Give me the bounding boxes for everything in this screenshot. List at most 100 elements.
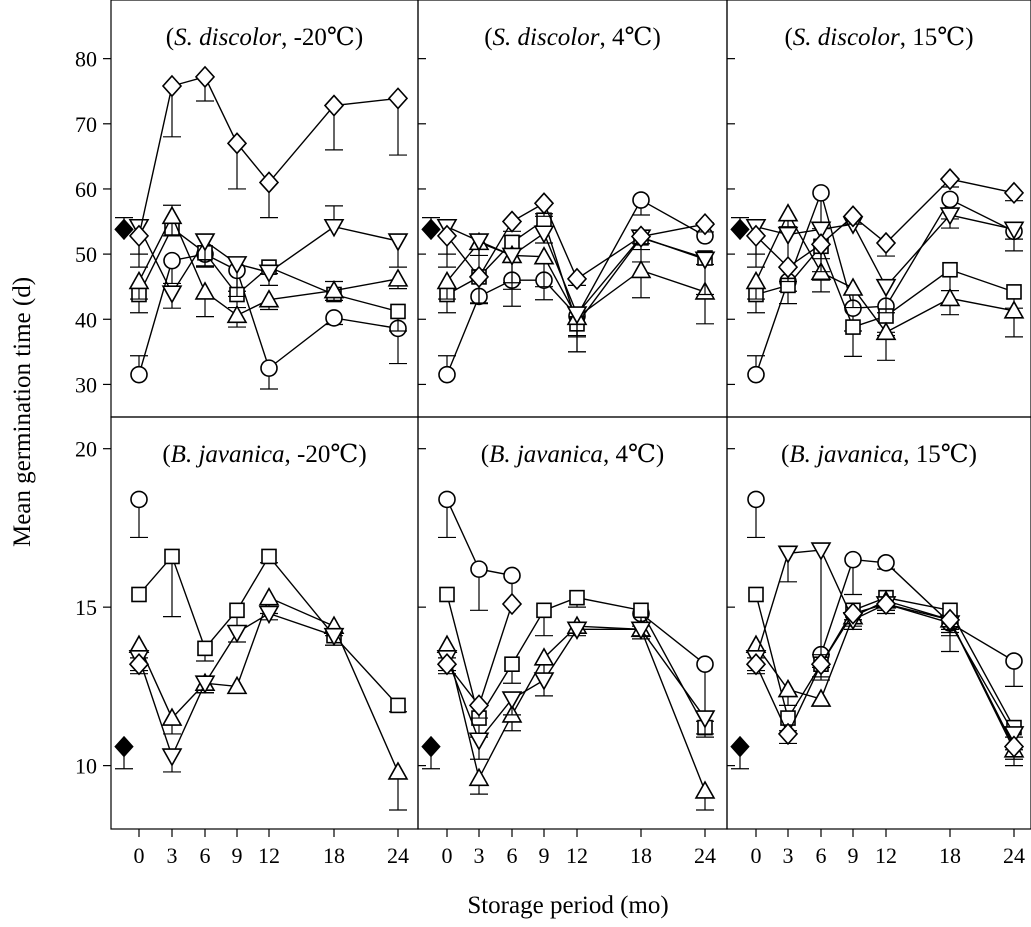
marker-triangle-up: [161, 707, 183, 726]
marker-diamond: [468, 265, 490, 289]
initial-marker: [114, 735, 134, 758]
x-tick-label: 12: [566, 843, 588, 868]
x-tick-label: 3: [783, 843, 794, 868]
marker-diamond: [1003, 181, 1025, 205]
panel-title: (B. javanica, -20℃): [162, 441, 366, 468]
panel-0-1: (S. discolor, 4℃): [417, 0, 728, 418]
marker-triangle-up: [630, 259, 652, 279]
marker-circle: [632, 191, 650, 209]
x-tick-label: 9: [539, 843, 550, 868]
marker-circle: [438, 490, 456, 509]
series-line: [755, 178, 1015, 269]
marker-diamond: [777, 255, 799, 279]
series-triangle-up: [128, 205, 409, 328]
marker-diamond: [436, 653, 458, 676]
marker-diamond: [745, 224, 767, 248]
panel-title: (S. discolor, -20℃): [166, 24, 363, 51]
panel-title-paren: (: [781, 441, 789, 468]
marker-diamond: [745, 653, 767, 676]
marker-triangle-down: [468, 233, 490, 252]
marker-diamond: [842, 205, 864, 228]
x-tick-label: 3: [167, 843, 178, 868]
marker-diamond: [533, 192, 555, 215]
marker-diamond: [436, 224, 458, 248]
series-circle: [438, 490, 714, 722]
marker-triangle-down: [258, 605, 280, 625]
marker-triangle-down: [694, 710, 716, 729]
marker-square: [748, 586, 764, 603]
marker-circle: [941, 190, 959, 209]
marker-triangle-down: [323, 218, 345, 238]
series-line: [755, 600, 1015, 751]
marker-circle: [260, 359, 278, 377]
panel-title-paren: (: [484, 24, 492, 51]
panel-title: (B. javanica, 15℃): [781, 441, 977, 468]
marker-circle: [438, 365, 456, 384]
marker-square: [197, 640, 213, 657]
panel-title: (S. discolor, 4℃): [484, 24, 661, 51]
marker-triangle-down: [226, 256, 248, 275]
marker-square: [390, 303, 406, 320]
panel-title-paren: (: [481, 441, 489, 468]
marker-triangle-down: [694, 251, 716, 270]
marker-square: [536, 602, 552, 619]
marker-triangle-up: [436, 634, 458, 653]
panel-0-2: (S. discolor, 15℃): [726, 0, 1031, 418]
series-diamond: [128, 65, 409, 268]
marker-circle: [325, 309, 343, 327]
y-tick-label: 70: [75, 112, 97, 137]
marker-triangle-down: [533, 672, 555, 691]
marker-diamond: [258, 171, 280, 194]
marker-diamond: [501, 592, 523, 616]
marker-diamond: [875, 592, 897, 616]
x-tick-label: 18: [323, 843, 345, 868]
y-tick-label: 50: [75, 242, 97, 267]
panel-title-temp: , -20℃): [281, 24, 363, 51]
x-tick-label: 9: [848, 843, 859, 868]
initial-marker: [730, 735, 750, 758]
marker-circle: [812, 184, 830, 202]
x-tick-label: 0: [134, 843, 145, 868]
marker-square: [131, 586, 147, 603]
marker-circle: [130, 490, 148, 509]
y-axis-title: Mean germination time (d): [9, 277, 36, 547]
marker-triangle-up: [226, 675, 248, 695]
marker-triangle-down: [194, 233, 216, 252]
x-tick-label: 6: [200, 843, 211, 868]
panel-frame: [726, 416, 1031, 830]
x-tick-label: 0: [442, 843, 453, 868]
panel-1-2: (B. javanica, 15℃) 0 3 6 9 12 18 24: [726, 416, 1031, 868]
series-circle: [130, 233, 407, 390]
marker-triangle-down: [161, 285, 183, 304]
marker-square: [229, 602, 245, 619]
marker-circle: [1005, 652, 1023, 670]
panel-1-1: (B. javanica, 4℃) 0 3 6 9 12 18 24: [417, 416, 728, 868]
panel-title-paren: (: [784, 24, 792, 51]
panel-0-0: 30 40 50 60 70 80 (S. discolor, -20℃): [75, 0, 419, 418]
marker-triangle-down: [533, 225, 555, 244]
marker-triangle-down: [501, 247, 523, 267]
marker-triangle-up: [810, 688, 832, 707]
marker-triangle-down: [777, 545, 799, 564]
marker-diamond: [128, 224, 150, 248]
panel-title-paren: (: [162, 441, 170, 468]
panel-title-species: S. discolor: [493, 24, 600, 51]
panel-title-temp: , 4℃): [599, 24, 660, 51]
marker-triangle-up: [939, 287, 961, 307]
marker-triangle-down: [1003, 726, 1025, 745]
marker-triangle-down: [161, 748, 183, 767]
marker-triangle-up: [745, 270, 767, 290]
x-tick-label: 3: [474, 843, 485, 868]
x-tick-label: 24: [694, 843, 716, 868]
marker-triangle-up: [194, 281, 216, 300]
marker-diamond: [226, 132, 248, 155]
marker-diamond: [875, 231, 897, 255]
marker-diamond: [468, 694, 490, 717]
y-tick-label: 80: [75, 47, 97, 72]
marker-circle: [130, 365, 148, 384]
initial-marker: [730, 218, 750, 241]
marker-circle: [747, 490, 765, 509]
marker-triangle-up: [258, 587, 280, 606]
marker-square: [439, 586, 455, 603]
